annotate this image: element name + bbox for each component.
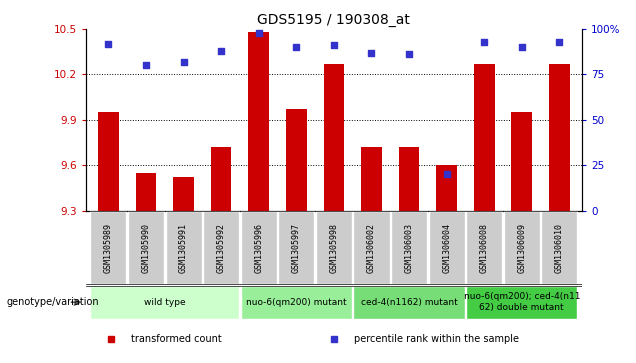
Point [404,52,414,57]
Text: ced-4(n1162) mutant: ced-4(n1162) mutant [361,298,457,307]
FancyBboxPatch shape [279,211,314,284]
Bar [361,147,382,211]
Point [254,30,264,36]
Text: GSM1305996: GSM1305996 [254,223,263,273]
Text: GSM1306003: GSM1306003 [404,223,413,273]
Point [329,42,339,48]
Text: GSM1306002: GSM1306002 [367,223,376,273]
Bar [474,64,495,211]
Point [179,59,189,65]
Text: GSM1305998: GSM1305998 [329,223,338,273]
Bar [436,165,457,211]
Text: nuo-6(qm200) mutant: nuo-6(qm200) mutant [246,298,347,307]
Bar [549,64,570,211]
Point [103,41,113,46]
FancyBboxPatch shape [240,211,277,284]
Point [366,50,377,56]
Text: nuo-6(qm200); ced-4(n11
62) double mutant: nuo-6(qm200); ced-4(n11 62) double mutan… [464,293,580,312]
FancyBboxPatch shape [354,286,465,319]
FancyBboxPatch shape [90,211,127,284]
Text: transformed count: transformed count [130,334,221,344]
FancyBboxPatch shape [466,286,577,319]
Text: GSM1305997: GSM1305997 [292,223,301,273]
FancyBboxPatch shape [504,211,540,284]
Title: GDS5195 / 190308_at: GDS5195 / 190308_at [258,13,410,26]
Point [516,44,527,50]
Text: GSM1305989: GSM1305989 [104,223,113,273]
Bar [98,112,119,211]
Text: GSM1306010: GSM1306010 [555,223,564,273]
FancyBboxPatch shape [203,211,239,284]
Point [441,171,452,177]
FancyBboxPatch shape [541,211,577,284]
Text: GSM1306008: GSM1306008 [480,223,488,273]
FancyBboxPatch shape [429,211,465,284]
Text: GSM1305990: GSM1305990 [141,223,151,273]
Text: genotype/variation: genotype/variation [6,297,99,307]
Text: GSM1306009: GSM1306009 [517,223,527,273]
Point [555,39,565,45]
Point [216,48,226,54]
FancyBboxPatch shape [165,211,202,284]
Bar [211,147,232,211]
Bar [249,32,269,211]
FancyBboxPatch shape [354,211,389,284]
Bar [286,109,307,211]
Text: GSM1306004: GSM1306004 [442,223,451,273]
FancyBboxPatch shape [316,211,352,284]
Bar [511,112,532,211]
FancyBboxPatch shape [90,286,239,319]
FancyBboxPatch shape [128,211,164,284]
Point [479,39,489,45]
Text: GSM1305991: GSM1305991 [179,223,188,273]
Text: wild type: wild type [144,298,186,307]
FancyBboxPatch shape [240,286,352,319]
Point [291,44,301,50]
Bar [135,173,156,211]
Bar [399,147,419,211]
Text: percentile rank within the sample: percentile rank within the sample [354,334,519,344]
FancyBboxPatch shape [466,211,502,284]
Bar [173,177,194,211]
Point [141,62,151,68]
Text: GSM1305992: GSM1305992 [217,223,226,273]
FancyBboxPatch shape [391,211,427,284]
Bar [324,64,344,211]
